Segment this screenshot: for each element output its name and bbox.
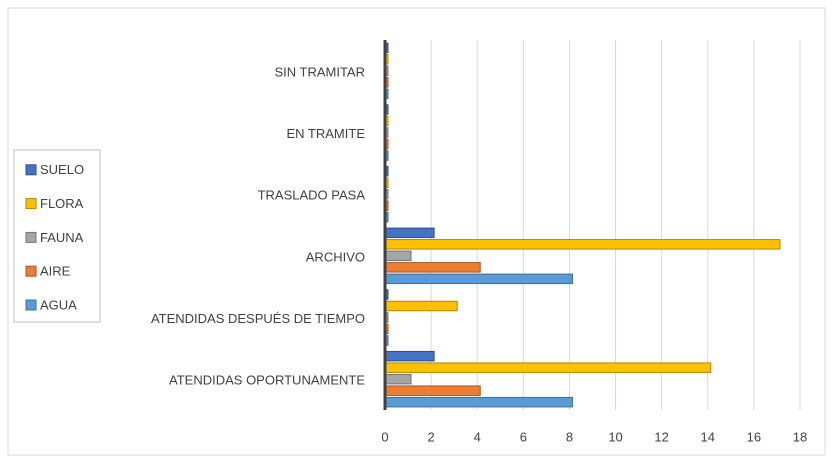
legend-swatch bbox=[25, 299, 37, 311]
bar bbox=[385, 227, 435, 239]
y-tick-label: TRASLADO PASA bbox=[258, 188, 366, 203]
legend-label: AGUA bbox=[40, 297, 77, 312]
legend-label: SUELO bbox=[40, 162, 84, 177]
bar bbox=[385, 239, 781, 250]
bar bbox=[385, 350, 435, 362]
bar bbox=[385, 373, 412, 385]
legend-swatch bbox=[25, 198, 37, 210]
x-tick-label: 14 bbox=[701, 429, 715, 444]
x-tick-label: 8 bbox=[566, 429, 573, 444]
bar bbox=[385, 250, 412, 262]
bar bbox=[385, 385, 481, 396]
y-tick-label: ATENDIDAS DESPUÉS DE TIEMPO bbox=[151, 311, 365, 326]
x-tick-label: 18 bbox=[793, 429, 807, 444]
x-tick-label: 16 bbox=[747, 429, 761, 444]
x-tick-label: 2 bbox=[427, 429, 434, 444]
x-tick-label: 0 bbox=[381, 429, 388, 444]
legend-swatch bbox=[25, 231, 37, 243]
y-tick-label: ARCHIVO bbox=[306, 249, 365, 264]
legend-label: FAUNA bbox=[40, 230, 84, 245]
bar bbox=[385, 262, 481, 273]
y-tick-label: EN TRAMITE bbox=[287, 126, 366, 141]
x-tick-label: 4 bbox=[474, 429, 481, 444]
x-tick-label: 6 bbox=[520, 429, 527, 444]
x-tick-label: 10 bbox=[608, 429, 622, 444]
legend-label: AIRE bbox=[40, 264, 71, 279]
bar bbox=[385, 300, 458, 312]
y-tick-label: SIN TRAMITAR bbox=[274, 64, 365, 79]
bar bbox=[385, 362, 712, 373]
bar bbox=[385, 273, 573, 285]
legend-label: FLORA bbox=[40, 196, 84, 211]
x-tick-label: 12 bbox=[654, 429, 668, 444]
y-tick-label: ATENDIDAS OPORTUNAMENTE bbox=[169, 373, 365, 388]
bar bbox=[385, 396, 573, 408]
legend-swatch bbox=[25, 265, 37, 277]
legend-swatch bbox=[25, 164, 37, 176]
